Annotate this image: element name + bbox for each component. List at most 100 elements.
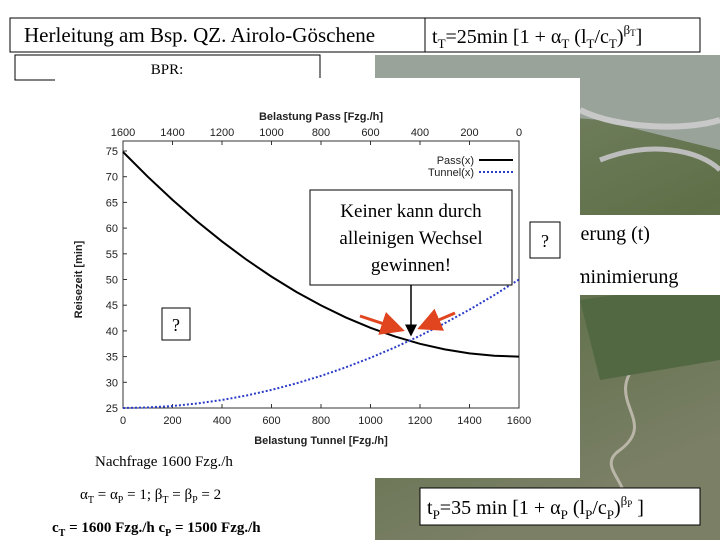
hidden-text: nierung (t) xyxy=(565,223,650,245)
x-axis-title: Belastung Tunnel [Fzg./h] xyxy=(254,435,388,447)
f: t xyxy=(432,26,438,48)
x2-tick-label: 1400 xyxy=(160,127,184,139)
f: (l xyxy=(569,26,587,48)
p: T xyxy=(88,495,94,506)
f: β xyxy=(624,22,631,37)
question-box xyxy=(161,307,191,341)
p: T xyxy=(162,495,168,506)
f: P xyxy=(561,507,568,522)
x-tick-label: 800 xyxy=(312,415,330,427)
f: P xyxy=(585,507,592,522)
y-tick-label: 65 xyxy=(106,197,118,209)
y-tick-label: 70 xyxy=(106,172,118,184)
hidden-text: minimierung xyxy=(575,266,678,288)
y-tick-label: 40 xyxy=(106,326,118,338)
f: α xyxy=(551,26,562,48)
f: /c xyxy=(592,497,607,519)
f: t xyxy=(427,497,433,519)
series-line xyxy=(122,151,520,358)
series-line xyxy=(122,278,520,409)
f: P xyxy=(627,499,632,509)
f: /c xyxy=(594,26,609,48)
f: β xyxy=(621,493,628,508)
slide-title: Herleitung am Bsp. QZ. Airolo-Göschene xyxy=(24,23,375,47)
p: P xyxy=(192,495,198,506)
x2-tick-label: 600 xyxy=(361,127,379,139)
f: T xyxy=(587,36,595,51)
capacity: cT = 1600 Fzg./h cP = 1500 Fzg./h xyxy=(52,520,261,539)
f: α xyxy=(550,497,561,519)
f: ) xyxy=(614,497,621,519)
y-tick-label: 25 xyxy=(106,403,118,415)
c: = 1600 Fzg./h c xyxy=(65,520,165,536)
f: ] xyxy=(636,26,643,48)
p: = 1; xyxy=(123,487,154,503)
x2-tick-label: 1200 xyxy=(210,127,234,139)
x2-tick-label: 1600 xyxy=(111,127,135,139)
p: = xyxy=(94,487,110,503)
x2-tick-label: 400 xyxy=(411,127,429,139)
f: P xyxy=(607,507,614,522)
x-tick-label: 1400 xyxy=(457,415,481,427)
c: P xyxy=(165,528,171,539)
p: α xyxy=(110,487,118,503)
formula-box xyxy=(424,17,701,53)
f: P xyxy=(433,507,440,522)
x-tick-label: 400 xyxy=(213,415,231,427)
p: = 2 xyxy=(198,487,221,503)
p: α xyxy=(80,487,88,503)
formula-box xyxy=(419,487,701,526)
x-tick-label: 200 xyxy=(163,415,181,427)
x2-tick-label: 1000 xyxy=(259,127,283,139)
y-tick-label: 45 xyxy=(106,300,118,312)
x2-tick-label: 0 xyxy=(516,127,522,139)
c: c xyxy=(52,520,59,536)
f: T xyxy=(609,36,617,51)
f: ) xyxy=(617,26,624,48)
c: T xyxy=(59,528,66,539)
f: ] xyxy=(632,497,644,519)
x2-axis-title: Belastung Pass [Fzg./h] xyxy=(259,111,383,123)
formula-pass: tP=35 min [1 + αP (lP/cP)βP ] xyxy=(427,493,644,522)
legend-label: Pass(x) xyxy=(437,155,474,167)
red-arrow xyxy=(417,308,456,331)
formula-tunnel: tT=25min [1 + αT (lT/cT)βT] xyxy=(432,22,642,51)
c: = 1500 Fzg./h xyxy=(171,520,261,536)
annotation-line: Keiner kann durch xyxy=(340,201,482,222)
annotation-box xyxy=(309,189,513,286)
x-tick-label: 600 xyxy=(262,415,280,427)
f: T xyxy=(630,28,636,38)
f: (l xyxy=(568,497,586,519)
f: =35 min [1 + xyxy=(440,497,550,519)
x-tick-label: 1600 xyxy=(507,415,531,427)
chart: 25 30 35 40 45 50 55 60 65 70 75 0 200 400 600 800 1000 1… xyxy=(73,111,531,447)
p: P xyxy=(118,495,124,506)
y-tick-label: 60 xyxy=(106,223,118,235)
p: = xyxy=(169,487,185,503)
legend-label: Tunnel(x) xyxy=(428,167,474,179)
demand: Nachfrage 1600 Fzg./h xyxy=(95,454,233,470)
annotation-line: gewinnen! xyxy=(371,255,451,276)
x-tick-label: 0 xyxy=(120,415,126,427)
x-tick-label: 1200 xyxy=(408,415,432,427)
p: β xyxy=(155,487,163,503)
y-tick-label: 50 xyxy=(106,275,118,287)
y-tick-label: 35 xyxy=(106,352,118,364)
params: αT = αP = 1; βT = βP = 2 xyxy=(80,487,221,506)
question-box xyxy=(529,221,561,259)
y-tick-label: 75 xyxy=(106,146,118,158)
x2-tick-label: 800 xyxy=(312,127,330,139)
f: =25min [1 + xyxy=(446,26,551,48)
f: T xyxy=(561,36,569,51)
bpr-label: BPR: xyxy=(151,62,184,78)
y-tick-label: 30 xyxy=(106,377,118,389)
red-arrow xyxy=(359,311,405,335)
annotation-line: alleinigen Wechsel xyxy=(339,228,482,249)
question-mark: ? xyxy=(541,231,549,251)
y-axis-title: Reisezeit [min] xyxy=(73,240,85,318)
p: β xyxy=(184,487,192,503)
question-mark: ? xyxy=(172,315,180,335)
x2-tick-label: 200 xyxy=(460,127,478,139)
